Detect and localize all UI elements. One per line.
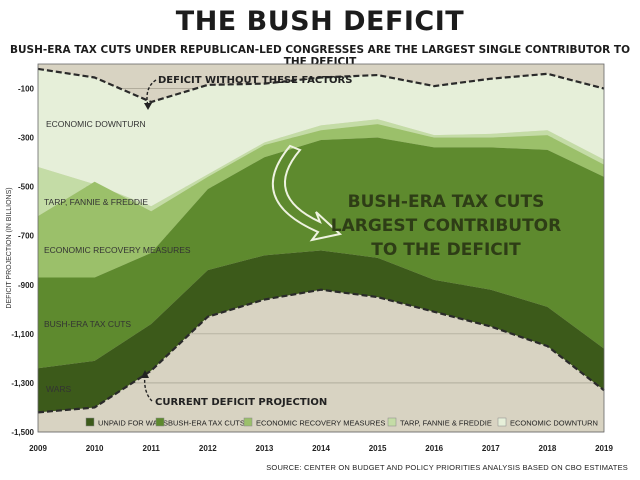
area-label: ECONOMIC RECOVERY MEASURES <box>44 245 191 255</box>
y-axis-label: DEFICIT PROJECTION (IN BILLIONS) <box>6 187 13 308</box>
x-tick-label: 2010 <box>86 444 104 453</box>
area-label: WARS <box>46 384 72 394</box>
area-economic-recovery <box>38 124 604 278</box>
highlight-text: LARGEST CONTRIBUTOR <box>331 216 561 236</box>
chart-title: THE BUSH DEFICIT <box>175 6 465 37</box>
legend-swatch <box>85 417 95 427</box>
legend-label: UNPAID FOR WARS <box>98 419 168 428</box>
area-bush-tax-cuts <box>38 137 604 369</box>
legend-swatch <box>155 417 165 427</box>
y-tick-label: -900 <box>18 281 35 290</box>
x-tick-label: 2012 <box>199 444 217 453</box>
highlight-text: TO THE DEFICIT <box>371 240 521 260</box>
x-tick-label: 2014 <box>312 444 330 453</box>
plot-frame <box>37 63 605 433</box>
x-tick-label: 2017 <box>482 444 500 453</box>
legend-label: BUSH-ERA TAX CUTS <box>168 419 245 428</box>
area-economic-downturn <box>38 68 604 207</box>
legend-label: ECONOMIC RECOVERY MEASURES <box>256 419 385 428</box>
x-tick-label: 2018 <box>539 444 557 453</box>
x-tick-label: 2016 <box>425 444 443 453</box>
y-tick-label: -700 <box>18 232 35 241</box>
area-tarp-fannie-freddie <box>38 119 604 217</box>
y-tick-label: -1,500 <box>11 428 34 437</box>
x-tick-label: 2015 <box>369 444 387 453</box>
y-tick-label: -100 <box>18 85 35 94</box>
legend-label: ECONOMIC DOWNTURN <box>510 419 598 428</box>
legend-swatch <box>387 417 397 427</box>
area-label: BUSH-ERA TAX CUTS <box>44 319 131 329</box>
x-tick-label: 2009 <box>29 444 47 453</box>
y-tick-label: -500 <box>18 183 35 192</box>
area-label: ECONOMIC DOWNTURN <box>46 119 146 129</box>
x-tick-label: 2019 <box>595 444 613 453</box>
legend-swatch <box>497 417 507 427</box>
y-tick-label: -1,300 <box>11 379 34 388</box>
x-tick-label: 2013 <box>256 444 274 453</box>
legend-swatch <box>243 417 253 427</box>
y-tick-label: -300 <box>18 134 35 143</box>
arrowhead-icon <box>141 370 149 378</box>
y-tick-label: -1,100 <box>11 330 34 339</box>
x-tick-label: 2011 <box>143 444 161 453</box>
highlight-text: BUSH-ERA TAX CUTS <box>348 192 545 212</box>
line-current-deficit <box>37 288 605 414</box>
arrowhead-icon <box>144 103 152 110</box>
area-label: TARP, FANNIE & FREDDIE <box>44 197 148 207</box>
legend-label: TARP, FANNIE & FREDDIE <box>400 419 492 428</box>
line-deficit-without-factors <box>37 67 605 104</box>
annotation-deficit-without-factors: DEFICIT WITHOUT THESE FACTORS <box>158 75 352 86</box>
annotation-current-deficit: CURRENT DEFICIT PROJECTION <box>155 397 327 408</box>
curved-arrow-icon <box>271 144 343 242</box>
source-note: SOURCE: CENTER ON BUDGET AND POLICY PRIO… <box>266 463 628 472</box>
area-wars <box>38 250 604 413</box>
